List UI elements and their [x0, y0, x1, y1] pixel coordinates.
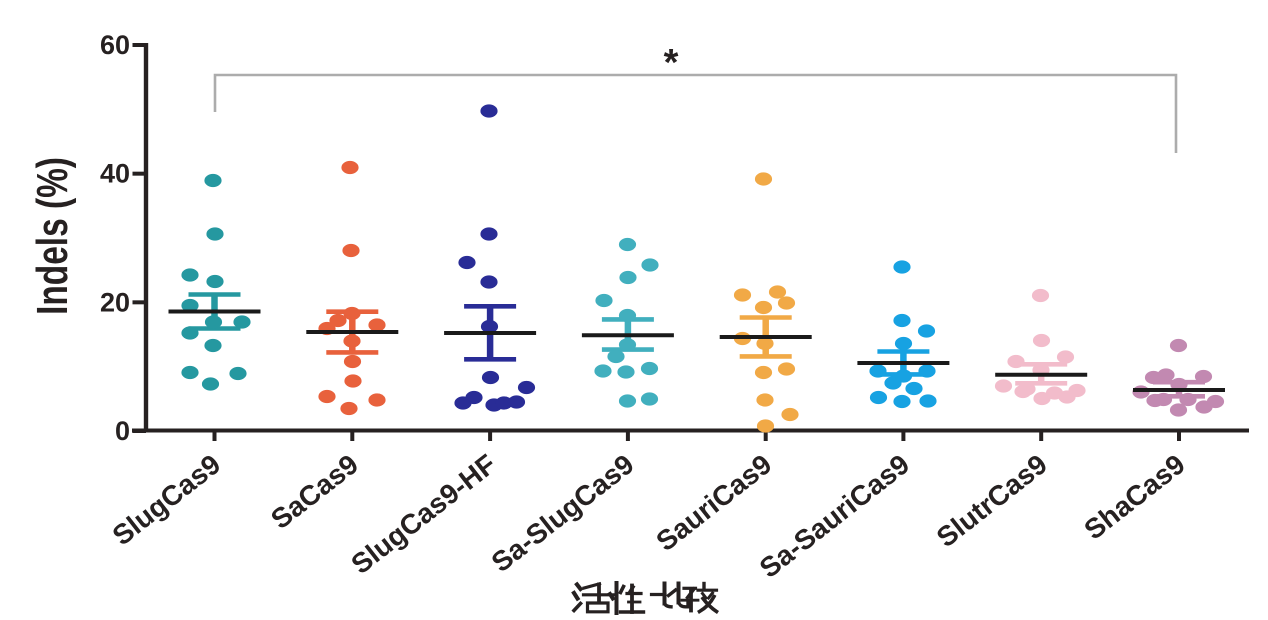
svg-text:60: 60 — [100, 30, 130, 60]
svg-text:40: 40 — [100, 159, 130, 189]
svg-text:0: 0 — [115, 416, 130, 446]
svg-text:*: * — [664, 42, 679, 84]
svg-text:20: 20 — [100, 287, 130, 317]
svg-text:Indels (%): Indels (%) — [29, 157, 77, 315]
